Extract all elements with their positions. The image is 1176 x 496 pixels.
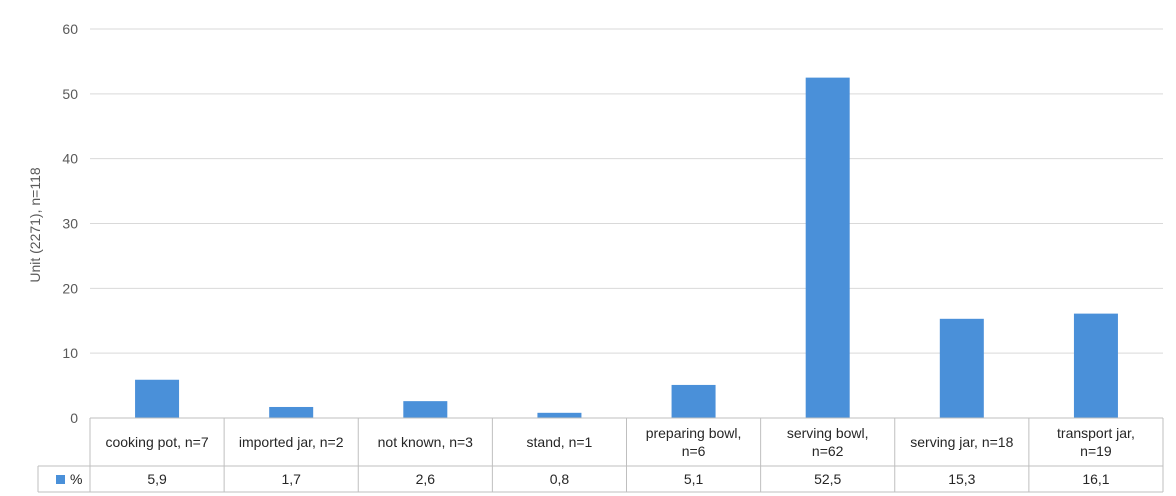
- category-label: transport jar,: [1057, 425, 1135, 441]
- category-label: cooking pot, n=7: [105, 434, 208, 450]
- bar: [671, 384, 716, 418]
- bar: [135, 379, 180, 418]
- category-label: stand, n=1: [527, 434, 593, 450]
- value-label: 5,1: [684, 471, 704, 487]
- value-label: 5,9: [147, 471, 167, 487]
- value-label: 16,1: [1082, 471, 1109, 487]
- value-label: 52,5: [814, 471, 841, 487]
- y-tick-label: 0: [70, 410, 78, 426]
- y-tick-label: 20: [62, 280, 78, 296]
- bar: [939, 318, 984, 418]
- bar: [403, 401, 448, 418]
- bar: [269, 406, 314, 418]
- y-tick-label: 60: [62, 21, 78, 37]
- bar: [1073, 313, 1118, 418]
- category-label: serving bowl,: [787, 425, 869, 441]
- value-label: 2,6: [416, 471, 436, 487]
- category-label: not known, n=3: [378, 434, 474, 450]
- category-label: serving jar, n=18: [910, 434, 1013, 450]
- legend-swatch: [56, 475, 65, 484]
- y-tick-label: 50: [62, 86, 78, 102]
- bar: [805, 77, 850, 418]
- y-tick-label: 10: [62, 345, 78, 361]
- category-label: preparing bowl,: [646, 425, 742, 441]
- data-table: cooking pot, n=7 imported jar, n=2 not kno…: [37, 417, 1164, 493]
- category-label: n=6: [682, 443, 706, 459]
- y-axis: 0 10 20 30 40 50 60: [62, 21, 78, 426]
- category-label: n=19: [1080, 443, 1112, 459]
- value-label: 15,3: [948, 471, 975, 487]
- category-label: imported jar, n=2: [239, 434, 344, 450]
- y-tick-label: 40: [62, 151, 78, 167]
- legend-label: %: [70, 471, 82, 487]
- bar: [537, 412, 582, 418]
- value-label: 0,8: [550, 471, 570, 487]
- gridlines: [90, 28, 1163, 354]
- y-tick-label: 30: [62, 216, 78, 232]
- y-axis-title: Unit (2271), n=118: [27, 167, 43, 283]
- bars: [135, 77, 1118, 418]
- category-label: n=62: [812, 443, 844, 459]
- value-label: 1,7: [281, 471, 301, 487]
